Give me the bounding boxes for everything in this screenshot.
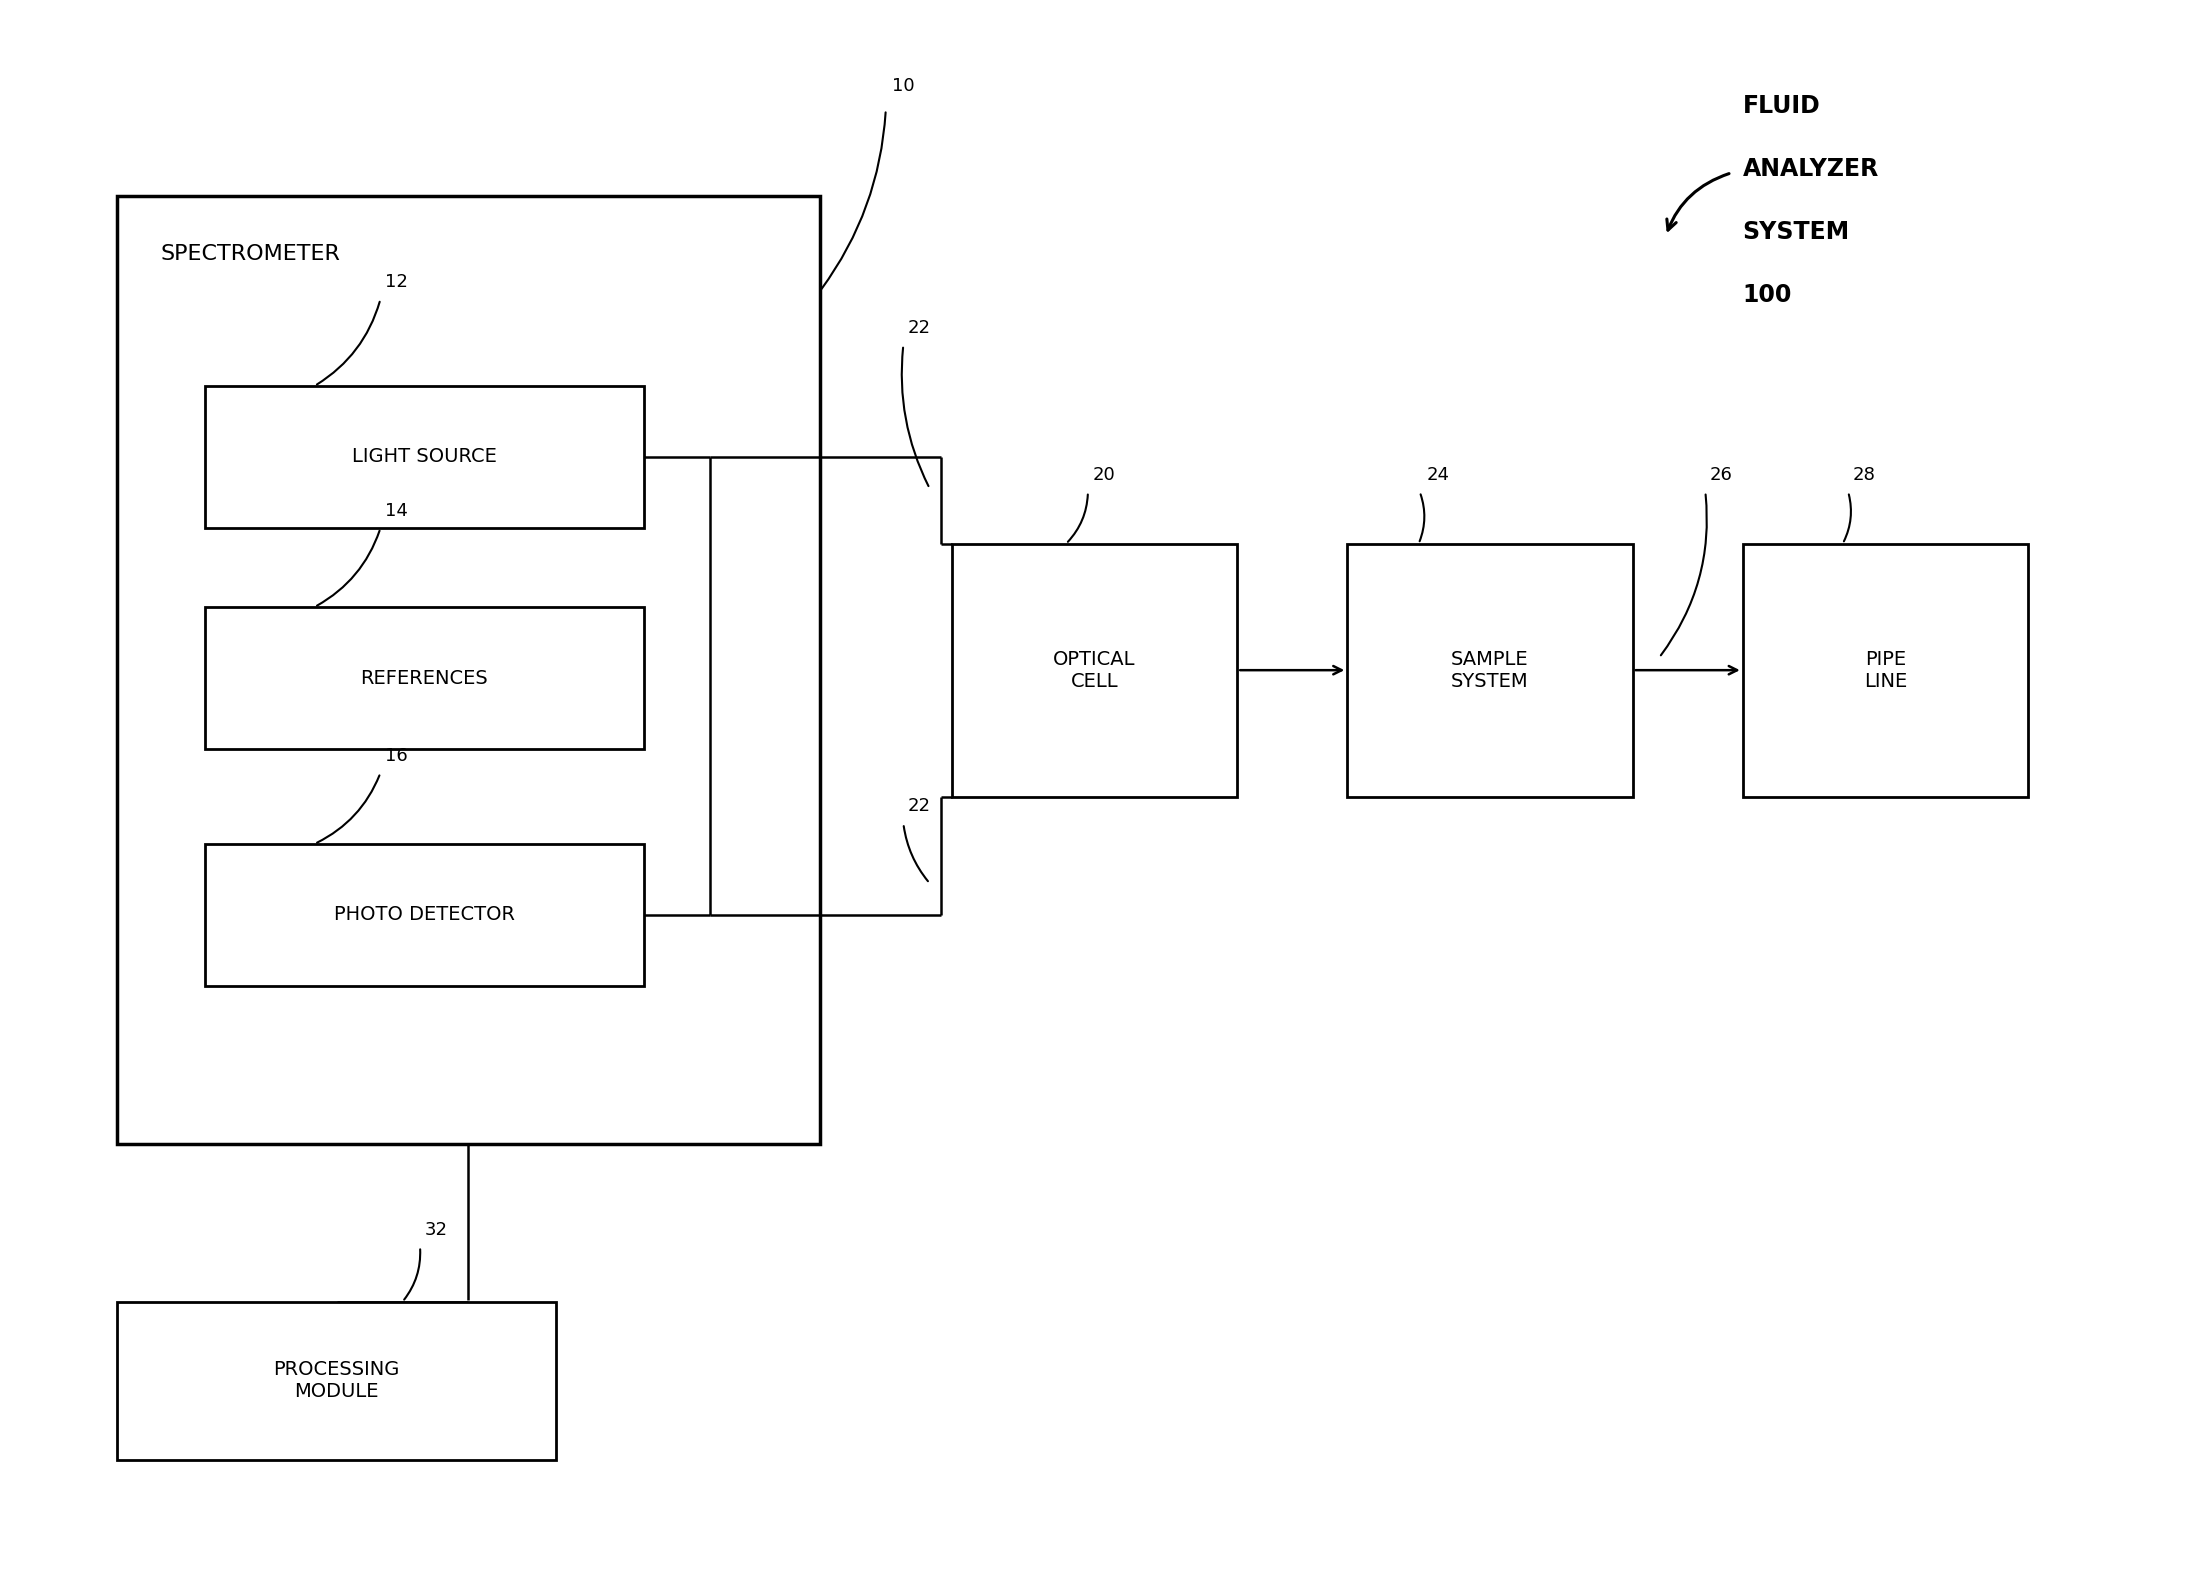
FancyBboxPatch shape bbox=[117, 1301, 557, 1459]
Text: 20: 20 bbox=[1092, 465, 1114, 484]
Text: 12: 12 bbox=[385, 272, 407, 292]
Text: 28: 28 bbox=[1853, 465, 1875, 484]
Text: OPTICAL
CELL: OPTICAL CELL bbox=[1052, 650, 1136, 691]
Text: REFERENCES: REFERENCES bbox=[360, 669, 489, 688]
Text: 26: 26 bbox=[1709, 465, 1733, 484]
Text: PROCESSING
MODULE: PROCESSING MODULE bbox=[274, 1360, 400, 1402]
Text: 100: 100 bbox=[1742, 284, 1793, 307]
FancyBboxPatch shape bbox=[206, 844, 643, 986]
FancyBboxPatch shape bbox=[117, 196, 820, 1144]
Text: 10: 10 bbox=[893, 78, 915, 96]
FancyBboxPatch shape bbox=[1346, 543, 1632, 796]
Text: PHOTO DETECTOR: PHOTO DETECTOR bbox=[334, 905, 515, 924]
Text: 14: 14 bbox=[385, 502, 407, 521]
Text: SAMPLE
SYSTEM: SAMPLE SYSTEM bbox=[1450, 650, 1528, 691]
FancyBboxPatch shape bbox=[1742, 543, 2027, 796]
Text: 32: 32 bbox=[425, 1220, 447, 1239]
FancyBboxPatch shape bbox=[206, 607, 643, 749]
Text: SYSTEM: SYSTEM bbox=[1742, 220, 1851, 244]
Text: 22: 22 bbox=[909, 319, 931, 338]
Text: 16: 16 bbox=[385, 747, 407, 765]
Text: 22: 22 bbox=[909, 798, 931, 816]
FancyBboxPatch shape bbox=[951, 543, 1238, 796]
Text: FLUID: FLUID bbox=[1742, 94, 1820, 118]
Text: SPECTROMETER: SPECTROMETER bbox=[161, 244, 340, 264]
Text: LIGHT SOURCE: LIGHT SOURCE bbox=[352, 448, 497, 467]
FancyBboxPatch shape bbox=[206, 386, 643, 527]
Text: ANALYZER: ANALYZER bbox=[1742, 158, 1879, 182]
Text: 24: 24 bbox=[1426, 465, 1448, 484]
Text: PIPE
LINE: PIPE LINE bbox=[1864, 650, 1908, 691]
